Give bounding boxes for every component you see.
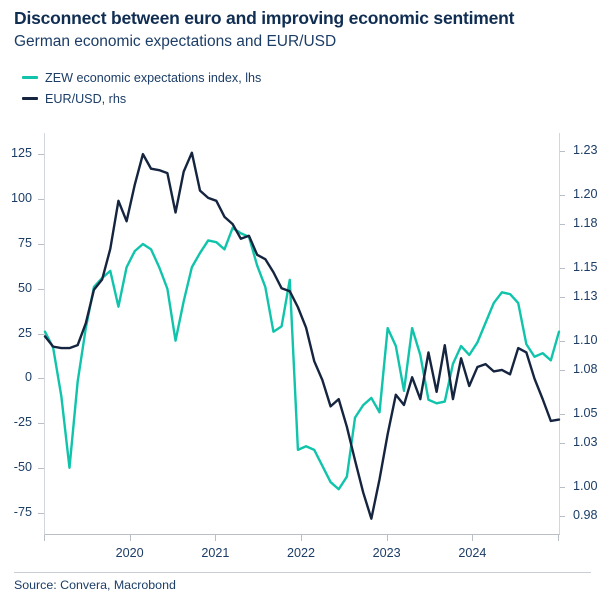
y-axis-right-tick-label: 0.98 xyxy=(573,507,598,522)
x-axis-tick xyxy=(558,535,559,541)
line-zew-index xyxy=(43,226,561,491)
x-axis-tick xyxy=(472,535,473,541)
y-axis-right-tick xyxy=(559,515,565,517)
y-axis-right-tick xyxy=(559,267,565,269)
y-axis-right-tick-label: 1.10 xyxy=(573,332,598,347)
x-axis-tick xyxy=(130,535,131,541)
footer-divider xyxy=(14,572,591,573)
line-eurusd xyxy=(43,151,561,520)
y-axis-right-tick-label: 1.00 xyxy=(573,478,598,493)
chart-title: Disconnect between euro and improving ec… xyxy=(14,8,515,28)
y-axis-right-tick xyxy=(559,413,565,415)
y-axis-right-tick-label: 1.05 xyxy=(573,405,598,420)
y-axis-left-tick xyxy=(38,243,44,245)
legend-label-eurusd: EUR/USD, rhs xyxy=(45,91,127,106)
y-axis-left-tick-label: 25 xyxy=(17,325,32,340)
y-axis-right-tick-label: 1.23 xyxy=(573,143,598,158)
y-axis-right-tick xyxy=(559,194,565,196)
x-axis-tick xyxy=(301,535,302,541)
chart-subtitle: German economic expectations and EUR/USD xyxy=(14,33,337,50)
y-axis-left-tick-label: -50 xyxy=(13,459,32,474)
legend-label-zew: ZEW economic expectations index, lhs xyxy=(45,70,262,85)
y-axis-left-tick xyxy=(38,154,44,156)
y-axis-left-tick-label: 0 xyxy=(24,370,32,385)
y-axis-left-tick-label: 75 xyxy=(17,235,32,250)
x-axis-tick-label: 2020 xyxy=(115,546,144,560)
y-axis-left-tick xyxy=(38,199,44,201)
x-axis-tick-label: 2024 xyxy=(458,546,487,560)
series-lines xyxy=(43,151,561,520)
y-axis-right-tick-label: 1.18 xyxy=(573,216,598,231)
y-axis-left-tick-label: -75 xyxy=(13,504,32,519)
x-axis-tick-label: 2022 xyxy=(286,546,316,560)
legend-item-eurusd: EUR/USD, rhs xyxy=(22,89,261,108)
chart-legend: ZEW economic expectations index, lhs EUR… xyxy=(22,68,261,110)
y-axis-right-tick xyxy=(559,369,565,371)
y-axis-left-tick xyxy=(38,512,44,514)
x-axis-tick-label: 2023 xyxy=(372,546,401,560)
y-axis-left-tick xyxy=(38,467,44,469)
legend-swatch-eurusd xyxy=(22,96,38,101)
y-axis-right-tick xyxy=(559,151,565,153)
y-axis-left-tick xyxy=(38,288,44,290)
y-axis-left-tick xyxy=(38,333,44,335)
y-axis-right-tick xyxy=(559,297,565,299)
x-axis-tick xyxy=(215,535,216,541)
y-axis-left-tick xyxy=(38,423,44,424)
x-axis-tick xyxy=(44,535,45,541)
y-axis-left-tick-label: 125 xyxy=(10,146,32,161)
y-axis-left-tick-label: 50 xyxy=(17,280,32,295)
y-axis-left-tick xyxy=(38,378,44,380)
y-axis-left-tick-label: 100 xyxy=(10,191,32,206)
y-axis-right-tick-label: 1.20 xyxy=(573,186,598,201)
y-axis-right-tick-label: 1.03 xyxy=(573,434,598,449)
x-axis-tick-label: 2021 xyxy=(201,546,230,560)
plot-area xyxy=(43,133,561,535)
legend-item-zew: ZEW economic expectations index, lhs xyxy=(22,68,261,87)
y-axis-left-tick-label: -25 xyxy=(13,415,32,429)
y-axis-right-tick xyxy=(559,224,565,226)
legend-swatch-zew xyxy=(22,75,38,80)
source-note: Source: Convera, Macrobond xyxy=(14,578,176,592)
x-axis-tick xyxy=(387,535,388,541)
y-axis-right-tick xyxy=(559,442,565,444)
y-axis-right-tick-label: 1.08 xyxy=(573,361,598,376)
y-axis-right-tick-label: 1.15 xyxy=(573,259,598,274)
y-axis-right-tick xyxy=(559,486,565,488)
y-axis-right-tick xyxy=(559,340,565,342)
y-axis-right-tick-label: 1.13 xyxy=(573,289,598,304)
